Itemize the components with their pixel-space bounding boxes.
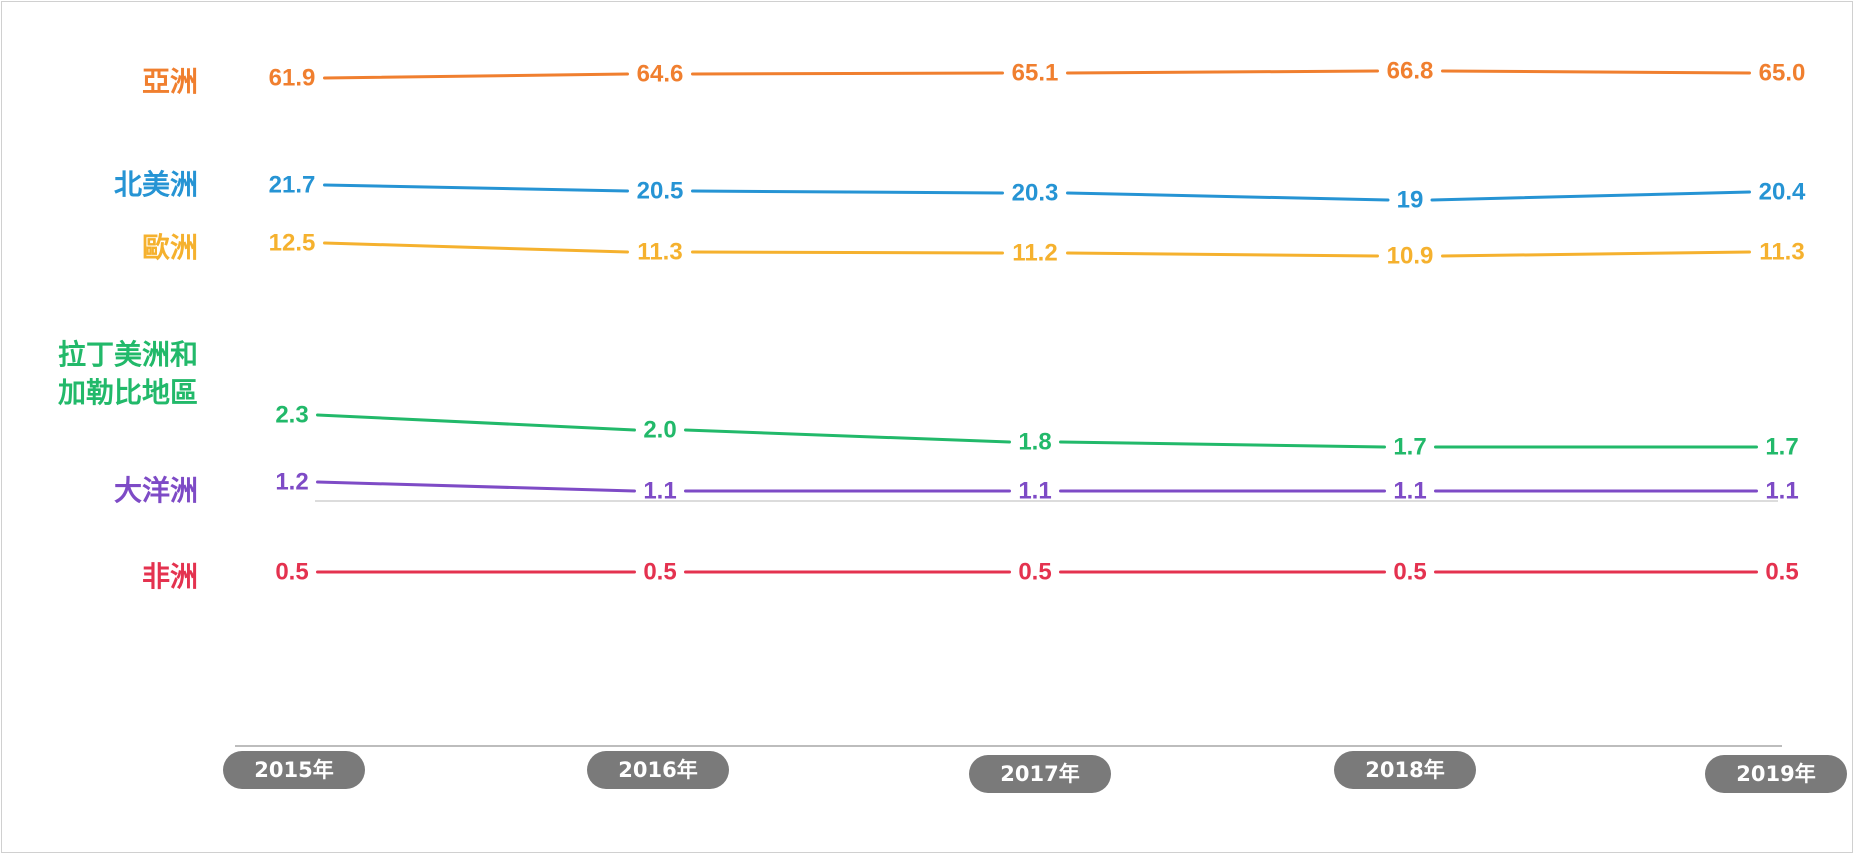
series-line-segment	[1061, 442, 1385, 447]
series-line-segment	[1068, 193, 1389, 200]
series-line-segment	[1432, 192, 1750, 200]
x-tick-label: 2017年	[969, 755, 1111, 793]
x-tick-label: 2015年	[223, 751, 365, 789]
data-label: 61.9	[269, 65, 316, 92]
series-line-segment	[693, 252, 1003, 253]
data-label: 1.1	[1018, 478, 1051, 505]
series-label: 拉丁美洲和加勒比地區	[58, 338, 198, 409]
year-tag-label: 2016年	[618, 758, 697, 782]
series-line-segment	[318, 482, 635, 491]
data-label: 0.5	[643, 559, 676, 586]
series-1: 61.9 64.6 65.1 66.8 65.0 亞洲	[142, 58, 1805, 99]
series-label: 大洋洲	[114, 474, 198, 507]
data-label: 1.2	[275, 469, 308, 496]
data-label: 0.5	[1393, 559, 1426, 586]
series-2: 21.7 20.5 20.3 19 20.4 北美洲	[114, 168, 1806, 214]
series-label: 北美洲	[114, 168, 198, 201]
data-label: 10.9	[1387, 243, 1434, 270]
data-label: 2.3	[275, 402, 308, 429]
data-label: 19	[1397, 187, 1424, 214]
series-line-segment	[325, 74, 628, 78]
year-tag-label: 2015年	[254, 758, 333, 782]
series-line-segment	[693, 73, 1003, 74]
year-tag-label: 2018年	[1365, 758, 1444, 782]
data-label: 1.1	[643, 478, 676, 505]
series-line-segment	[1068, 71, 1378, 73]
data-label: 1.7	[1765, 434, 1798, 461]
data-label: 65.1	[1012, 60, 1059, 87]
data-label: 11.3	[637, 239, 682, 266]
series-3: 12.5 11.3 11.2 10.9 11.3 歐洲	[142, 230, 1805, 270]
series-line-segment	[325, 185, 628, 191]
data-label: 1.7	[1393, 434, 1426, 461]
series-label: 非洲	[142, 560, 198, 593]
series-label: 歐洲	[142, 231, 198, 264]
data-label: 1.1	[1393, 478, 1426, 505]
series-label: 亞洲	[142, 65, 198, 98]
x-tick-label: 2019年	[1705, 755, 1847, 793]
series-line-segment	[318, 415, 635, 430]
series-line-segment	[686, 430, 1010, 442]
data-label: 21.7	[269, 172, 316, 199]
series-line-segment	[693, 191, 1003, 193]
data-label: 11.3	[1759, 239, 1804, 266]
data-label: 65.0	[1759, 60, 1806, 87]
data-label: 11.2	[1012, 240, 1057, 267]
data-label: 66.8	[1387, 58, 1434, 85]
data-label: 0.5	[1018, 559, 1051, 586]
series-line-segment	[1068, 253, 1378, 256]
series-line-segment	[325, 243, 628, 252]
data-label: 2.0	[643, 417, 676, 444]
x-tick-label: 2018年	[1334, 751, 1476, 789]
data-label: 64.6	[637, 61, 684, 88]
data-label: 0.5	[275, 559, 308, 586]
data-label: 20.3	[1012, 180, 1059, 207]
data-label: 12.5	[269, 230, 316, 257]
series-line-segment	[1443, 252, 1750, 256]
data-label: 20.5	[637, 178, 684, 205]
year-tag-label: 2017年	[1000, 762, 1079, 786]
series-4: 2.3 2.0 1.8 1.7 1.7 拉丁美洲和加勒比地區	[58, 338, 1799, 461]
series-line-segment	[1443, 71, 1750, 73]
x-tick-label: 2016年	[587, 751, 729, 789]
data-label: 0.5	[1765, 559, 1798, 586]
series-6: 0.5 0.5 0.5 0.5 0.5 非洲	[142, 559, 1799, 594]
data-label: 1.1	[1765, 478, 1798, 505]
year-tag-label: 2019年	[1736, 762, 1815, 786]
data-label: 1.8	[1018, 429, 1051, 456]
data-label: 20.4	[1759, 179, 1806, 206]
